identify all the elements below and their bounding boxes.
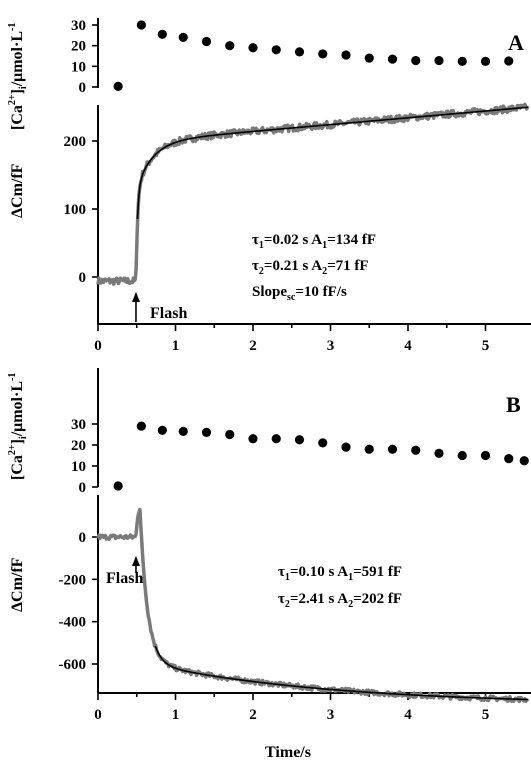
panel-a-ca-point-6 <box>248 43 258 53</box>
panel-a-cm-ylabel: ΔCm/fF <box>9 163 26 218</box>
panel-b-annotation-1: τ1=0.10 s A1=591 fF <box>278 564 402 583</box>
panel-b-ca-point-2 <box>157 425 167 435</box>
panel-a-annotation-3: Slopesc=10 fF/s <box>252 284 347 303</box>
x-axis-label: Time/s <box>265 744 311 761</box>
panel-a-flash-label: Flash <box>150 305 187 322</box>
panel-a-cm-ytick-label-0: 0 <box>79 270 87 286</box>
panel-b-ca-point-17 <box>504 454 514 464</box>
panel-a-ca-point-5 <box>225 41 235 51</box>
panel-a-flash-marker <box>131 292 140 322</box>
panel-b-ca-point-7 <box>271 434 281 444</box>
panel-a-ca-point-13 <box>411 55 421 66</box>
panel-b-xtick-label-2: 2 <box>249 707 257 723</box>
panel-b-cm-ytick-label-3: 0 <box>79 530 87 546</box>
panel-a-xtick-label-0: 0 <box>94 338 102 354</box>
panel-b-ca-point-15 <box>457 450 467 461</box>
panel-a-cm-ytick-label-2: 200 <box>64 134 87 150</box>
panel-a-ca-point-9 <box>318 49 328 59</box>
panel-a-cm-ytick-label-1: 100 <box>64 202 87 218</box>
panel-a-ca-point-15 <box>457 56 467 66</box>
panel-b-xtick-label-1: 1 <box>172 707 180 723</box>
panel-b-ca-ytick-label-3: 30 <box>71 417 86 433</box>
panel-a-ca-point-3 <box>178 32 188 43</box>
panel-b-ca-point-18 <box>519 456 529 466</box>
panel-b-capacitance: -600 -400 -200 0 0 1 2 3 4 5 ΔCm/fF Flash τ1=0.1… <box>9 495 531 761</box>
panel-a-ca-point-0 <box>113 81 123 91</box>
panel-b-ca-point-8 <box>294 435 305 445</box>
panel-b-ca-point-12 <box>387 444 398 454</box>
panel-b-cm-ytick-label-0: -600 <box>59 657 87 673</box>
panel-b-xtick-label-5: 5 <box>482 707 490 723</box>
panel-a-ca-point-17 <box>504 56 514 66</box>
panel-b-ca-ytick-label-2: 20 <box>71 438 86 454</box>
panel-a-trace <box>96 102 530 286</box>
panel-a-ca-point-11 <box>364 53 374 63</box>
panel-a-ca-point-14 <box>434 55 444 66</box>
panel-b-ca-point-5 <box>225 429 235 440</box>
panel-a-calcium: 0 10 20 30 [Ca2+]i/μmol·L-1 A <box>7 18 524 130</box>
panel-b-cm-ytick-label-2: -200 <box>59 572 87 588</box>
panel-b-ca-point-14 <box>434 448 444 458</box>
panel-a-ca-point-1 <box>136 20 146 30</box>
panel-a-ca-point-10 <box>341 50 351 60</box>
panel-a-ca-point-8 <box>294 47 305 57</box>
panel-b-flash-marker <box>131 556 140 572</box>
panel-a-ca-point-4 <box>201 36 212 47</box>
panel-a-ca-point-2 <box>157 29 167 39</box>
panel-b-ca-point-10 <box>341 442 351 452</box>
panel-b-annotation-2: τ2=2.41 s A2=202 fF <box>278 591 402 610</box>
panel-b-ca-point-3 <box>178 426 188 436</box>
panel-b-xtick-label-4: 4 <box>404 707 412 723</box>
panel-a-ca-ytick-label-0: 0 <box>79 80 87 96</box>
panel-b-letter: B <box>506 392 521 417</box>
panel-b-ca-ytick-label-1: 10 <box>71 459 86 475</box>
panel-b-ca-ylabel: [Ca2+]i/μmol·L-1 <box>7 373 29 480</box>
panel-b-ca-point-0 <box>113 481 123 491</box>
panel-b-xtick-label-0: 0 <box>94 707 102 723</box>
panel-b-cm-ylabel: ΔCm/fF <box>9 557 26 612</box>
panel-b-cm-ytick-label-1: -400 <box>59 615 87 631</box>
panel-a-fit-line <box>136 106 529 220</box>
panel-a-xtick-label-5: 5 <box>482 338 490 354</box>
panel-b-xtick-label-3: 3 <box>327 707 335 723</box>
panel-a-ca-ylabel: [Ca2+]i/μmol·L-1 <box>7 23 29 130</box>
panel-a-capacitance: 0 100 200 0 1 2 3 4 5 ΔCm/fF Flash τ1=0.02 s A1… <box>9 102 531 354</box>
panel-b-ca-point-13 <box>411 445 421 455</box>
panel-b-ca-point-1 <box>136 421 146 431</box>
panel-b-ca-point-11 <box>364 444 374 454</box>
panel-b-ca-point-4 <box>201 427 212 437</box>
panel-a-xtick-label-4: 4 <box>404 338 412 354</box>
panel-b-ca-point-16 <box>480 450 491 461</box>
panel-a-ca-point-7 <box>271 45 281 55</box>
panel-a-xtick-label-2: 2 <box>249 338 257 354</box>
panel-b-flash-label: Flash <box>106 570 143 587</box>
panel-a-annotation-2: τ2=0.21 s A2=71 fF <box>252 258 369 277</box>
panel-a-ca-ytick-label-3: 30 <box>71 18 86 34</box>
panel-a-ca-point-12 <box>387 54 398 64</box>
panel-a-xtick-label-3: 3 <box>327 338 335 354</box>
panel-a-ca-point-16 <box>480 56 491 66</box>
panel-a-ca-ytick-label-2: 20 <box>71 39 86 55</box>
panel-b-fit-line <box>154 645 529 701</box>
panel-a-letter: A <box>508 30 524 55</box>
panel-a-ca-ytick-label-1: 10 <box>71 59 86 75</box>
panel-b-ca-point-6 <box>248 434 258 444</box>
panel-b-calcium: 0 10 20 30 [Ca2+]i/μmol·L-1 B <box>7 368 529 496</box>
panel-b-ca-ytick-label-0: 0 <box>79 480 87 496</box>
panel-a-xtick-label-1: 1 <box>172 338 180 354</box>
panel-a-annotation-1: τ1=0.02 s A1=134 fF <box>252 232 376 251</box>
panel-b-ca-point-9 <box>318 438 328 448</box>
